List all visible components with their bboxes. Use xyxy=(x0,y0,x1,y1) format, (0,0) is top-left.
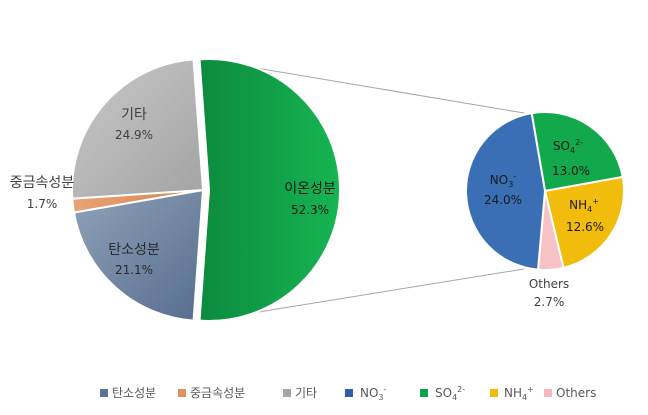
slice-label-others: Others xyxy=(529,277,569,291)
legend-label-etc: 기타 xyxy=(295,386,317,400)
slice-label-ion: 이온성분 xyxy=(284,181,336,197)
pie-slice-nh4 xyxy=(543,175,625,270)
slice-value-no3: 24.0% xyxy=(484,193,522,207)
pie-slice-no3 xyxy=(465,111,547,271)
slice-label-metal: 중금속성분 xyxy=(10,175,75,191)
slice-value-carbon: 21.1% xyxy=(115,263,153,277)
legend-swatch-others xyxy=(544,389,552,397)
pie-slice-ion xyxy=(198,58,342,322)
legend: 탄소성분 중금속성분 기타 NO3- SO42- NH4+ Others xyxy=(100,385,596,402)
pie-slice-so4 xyxy=(530,111,624,193)
legend-swatch-no3 xyxy=(345,389,353,397)
slice-value-etc: 24.9% xyxy=(115,128,153,142)
slice-value-others: 2.7% xyxy=(534,295,565,309)
main-pie xyxy=(71,58,342,322)
legend-swatch-nh4 xyxy=(490,389,498,397)
slice-label-etc: 기타 xyxy=(121,107,147,123)
pie-slice-etc xyxy=(71,58,205,200)
legend-swatch-carbon xyxy=(100,389,108,397)
connector-line-top xyxy=(208,59,525,114)
pie-slice-carbon xyxy=(72,188,205,322)
legend-label-so4: SO42- xyxy=(435,385,465,402)
legend-label-carbon: 탄소성분 xyxy=(112,386,156,400)
slice-label-nh4: NH4+ xyxy=(569,197,599,214)
slice-value-so4: 13.0% xyxy=(552,164,590,178)
slice-value-metal: 1.7% xyxy=(27,197,58,211)
legend-label-others: Others xyxy=(556,386,596,400)
connector-line-bottom xyxy=(208,268,525,321)
legend-swatch-etc xyxy=(283,389,291,397)
slice-value-nh4: 12.6% xyxy=(566,220,604,234)
slice-label-no3: NO3- xyxy=(490,172,517,189)
legend-swatch-metal xyxy=(178,389,186,397)
slice-value-ion: 52.3% xyxy=(291,203,329,217)
legend-label-nh4: NH4+ xyxy=(504,385,534,402)
breakdown-pie xyxy=(465,111,625,271)
legend-label-metal: 중금속성분 xyxy=(190,386,245,400)
slice-label-carbon: 탄소성분 xyxy=(108,242,160,258)
legend-label-no3: NO3- xyxy=(360,385,387,402)
legend-swatch-so4 xyxy=(420,389,428,397)
